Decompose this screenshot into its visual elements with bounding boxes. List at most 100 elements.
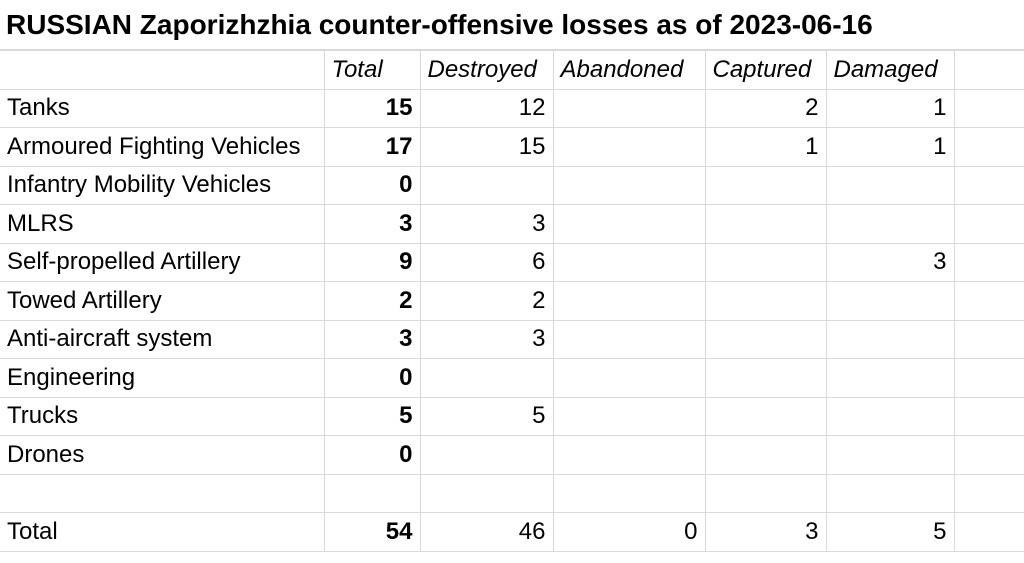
cell-destroyed: 46 xyxy=(419,512,554,552)
row-label: Tanks xyxy=(0,88,325,128)
table-row: Self-propelled Artillery 9 6 3 xyxy=(0,242,1024,282)
cell-total: 2 xyxy=(323,281,421,321)
empty-cell xyxy=(953,435,1024,475)
row-label: Infantry Mobility Vehicles xyxy=(0,165,325,205)
cell-captured xyxy=(704,319,827,359)
cell-total: 17 xyxy=(323,127,421,167)
cell-abandoned xyxy=(552,165,706,205)
cell-abandoned xyxy=(552,204,706,244)
cell-total: 5 xyxy=(323,396,421,436)
cell-total: 54 xyxy=(323,512,421,552)
cell-total: 15 xyxy=(323,88,421,128)
row-label xyxy=(0,473,325,513)
cell-destroyed: 12 xyxy=(419,88,554,128)
cell-damaged xyxy=(825,204,955,244)
header-corner-cell xyxy=(0,50,325,90)
table-row: Engineering 0 xyxy=(0,358,1024,398)
column-header-damaged: Damaged xyxy=(825,50,955,90)
cell-damaged xyxy=(825,358,955,398)
cell-damaged xyxy=(825,165,955,205)
table-row: Infantry Mobility Vehicles 0 xyxy=(0,165,1024,205)
row-label: MLRS xyxy=(0,204,325,244)
cell-damaged: 3 xyxy=(825,242,955,282)
cell-total: 3 xyxy=(323,319,421,359)
table-row: Anti-aircraft system 3 3 xyxy=(0,319,1024,359)
column-header-total: Total xyxy=(323,50,421,90)
empty-cell xyxy=(953,127,1024,167)
cell-abandoned xyxy=(552,127,706,167)
cell-captured xyxy=(704,473,827,513)
cell-damaged xyxy=(825,435,955,475)
table-row: Trucks 5 5 xyxy=(0,396,1024,436)
cell-damaged: 1 xyxy=(825,88,955,128)
row-label: Towed Artillery xyxy=(0,281,325,321)
column-header-captured: Captured xyxy=(704,50,827,90)
losses-table: Total Destroyed Abandoned Captured Damaged Ta… xyxy=(0,50,1024,552)
cell-abandoned xyxy=(552,319,706,359)
cell-abandoned xyxy=(552,88,706,128)
cell-destroyed xyxy=(419,358,554,398)
row-label: Trucks xyxy=(0,396,325,436)
empty-cell xyxy=(953,165,1024,205)
cell-damaged: 1 xyxy=(825,127,955,167)
cell-captured: 3 xyxy=(704,512,827,552)
cell-captured xyxy=(704,204,827,244)
cell-destroyed: 3 xyxy=(419,204,554,244)
blank-row xyxy=(0,473,1024,513)
table-row: Drones 0 xyxy=(0,435,1024,475)
cell-damaged xyxy=(825,473,955,513)
cell-captured xyxy=(704,281,827,321)
cell-destroyed: 3 xyxy=(419,319,554,359)
row-label: Armoured Fighting Vehicles xyxy=(0,127,325,167)
cell-damaged xyxy=(825,281,955,321)
empty-cell xyxy=(953,319,1024,359)
row-label: Anti-aircraft system xyxy=(0,319,325,359)
cell-destroyed xyxy=(419,435,554,475)
table-row: Towed Artillery 2 2 xyxy=(0,281,1024,321)
table-row: Armoured Fighting Vehicles 17 15 1 1 xyxy=(0,127,1024,167)
cell-abandoned xyxy=(552,242,706,282)
column-header-destroyed: Destroyed xyxy=(419,50,554,90)
row-label: Engineering xyxy=(0,358,325,398)
cell-destroyed: 5 xyxy=(419,396,554,436)
empty-cell xyxy=(953,242,1024,282)
cell-damaged: 5 xyxy=(825,512,955,552)
cell-abandoned xyxy=(552,473,706,513)
empty-cell xyxy=(953,204,1024,244)
row-label: Total xyxy=(0,512,325,552)
cell-total: 0 xyxy=(323,165,421,205)
row-label: Drones xyxy=(0,435,325,475)
table-title: RUSSIAN Zaporizhzhia counter-offensive l… xyxy=(0,0,1024,50)
empty-cell xyxy=(953,396,1024,436)
table-row: Total 54 46 0 3 5 xyxy=(0,512,1024,552)
cell-abandoned xyxy=(552,435,706,475)
table-row: Tanks 15 12 2 1 xyxy=(0,88,1024,128)
cell-destroyed xyxy=(419,473,554,513)
cell-destroyed xyxy=(419,165,554,205)
empty-cell xyxy=(953,88,1024,128)
cell-captured xyxy=(704,165,827,205)
empty-cell xyxy=(953,473,1024,513)
cell-total: 0 xyxy=(323,435,421,475)
cell-captured xyxy=(704,396,827,436)
cell-destroyed: 15 xyxy=(419,127,554,167)
cell-captured xyxy=(704,358,827,398)
empty-cell xyxy=(953,358,1024,398)
row-label: Self-propelled Artillery xyxy=(0,242,325,282)
empty-cell xyxy=(953,281,1024,321)
table-row: MLRS 3 3 xyxy=(0,204,1024,244)
cell-destroyed: 6 xyxy=(419,242,554,282)
cell-damaged xyxy=(825,319,955,359)
empty-cell xyxy=(953,50,1024,90)
cell-abandoned xyxy=(552,396,706,436)
cell-total: 0 xyxy=(323,358,421,398)
cell-captured: 1 xyxy=(704,127,827,167)
cell-total: 9 xyxy=(323,242,421,282)
cell-abandoned: 0 xyxy=(552,512,706,552)
column-header-abandoned: Abandoned xyxy=(552,50,706,90)
cell-captured xyxy=(704,242,827,282)
cell-abandoned xyxy=(552,358,706,398)
header-row: Total Destroyed Abandoned Captured Damaged xyxy=(0,50,1024,90)
cell-total xyxy=(323,473,421,513)
cell-abandoned xyxy=(552,281,706,321)
